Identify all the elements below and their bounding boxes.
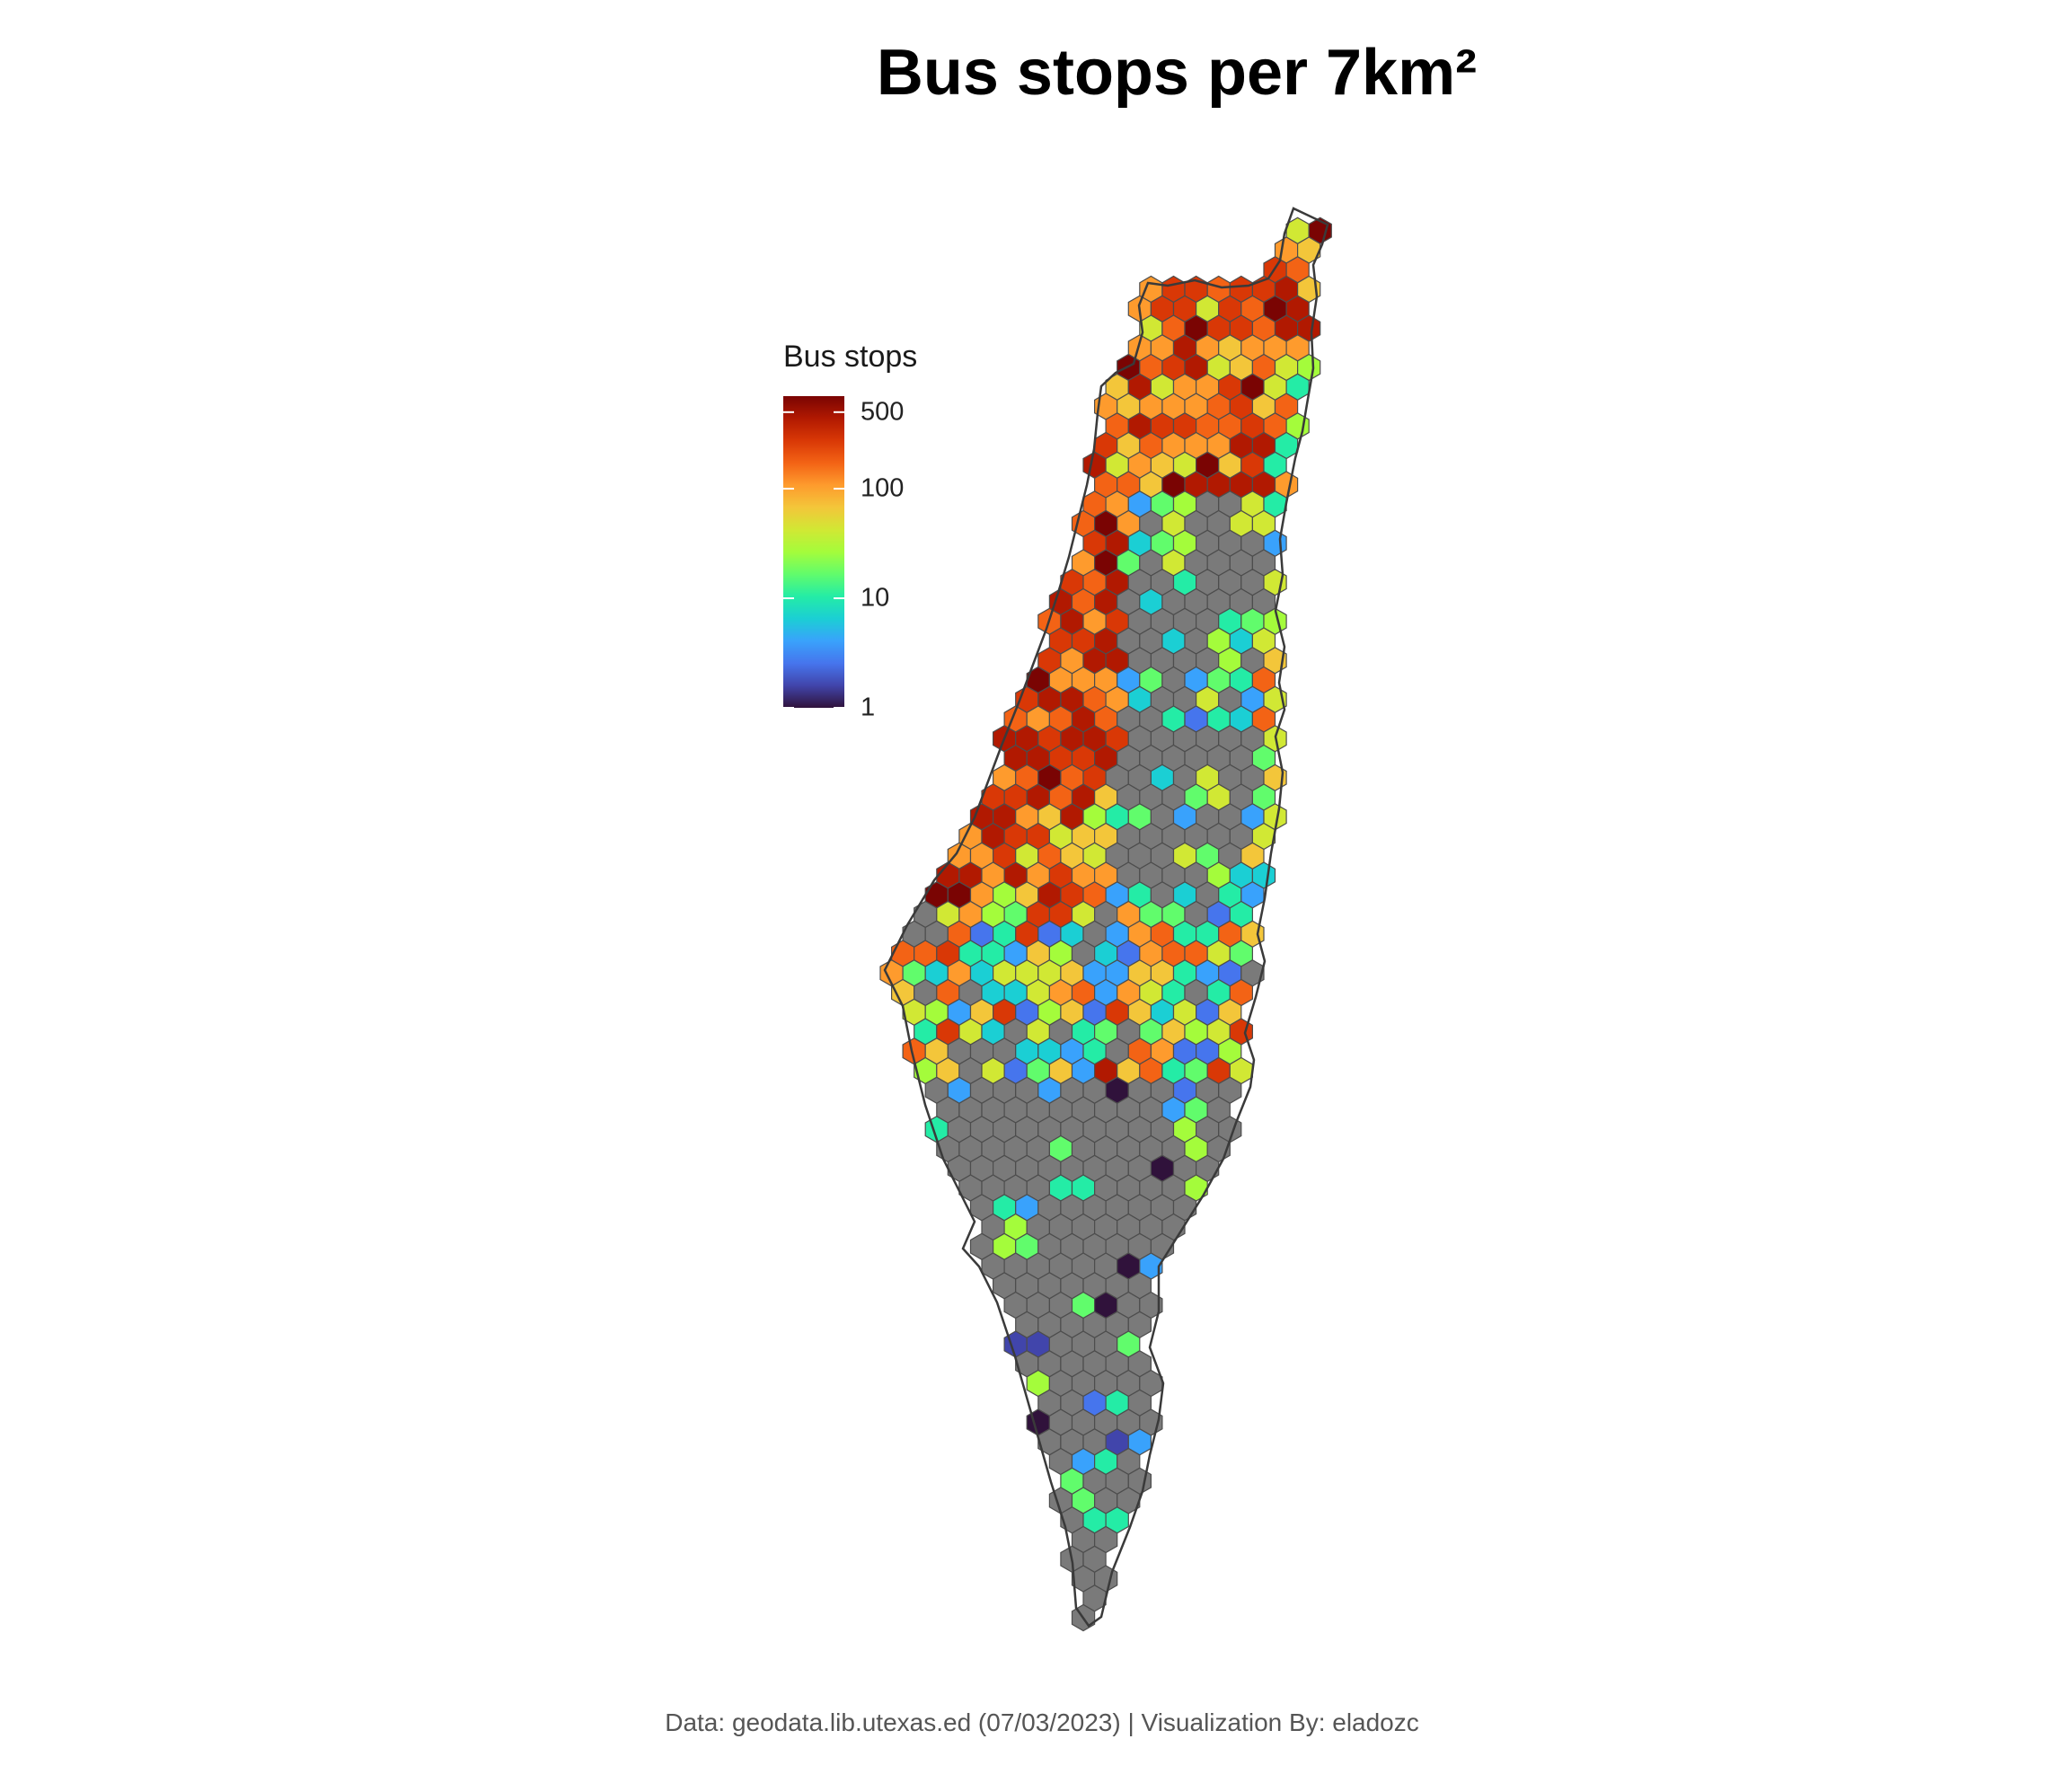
legend-tick-marks (783, 410, 844, 709)
page-title: Bus stops per 7km² (876, 37, 1478, 109)
caption: Data: geodata.lib.utexas.ed (07/03/2023)… (665, 1708, 1419, 1736)
legend-colorbar (783, 396, 844, 708)
hex-cells (879, 216, 1332, 1632)
legend-title: Bus stops (783, 340, 918, 374)
country-outline (883, 207, 1329, 1628)
color-legend (783, 396, 844, 709)
legend-tick-label: 1 (861, 693, 876, 722)
legend-tick-label: 500 (861, 397, 905, 427)
legend-tick-label: 100 (861, 473, 905, 503)
legend-tick-label: 10 (861, 583, 890, 613)
